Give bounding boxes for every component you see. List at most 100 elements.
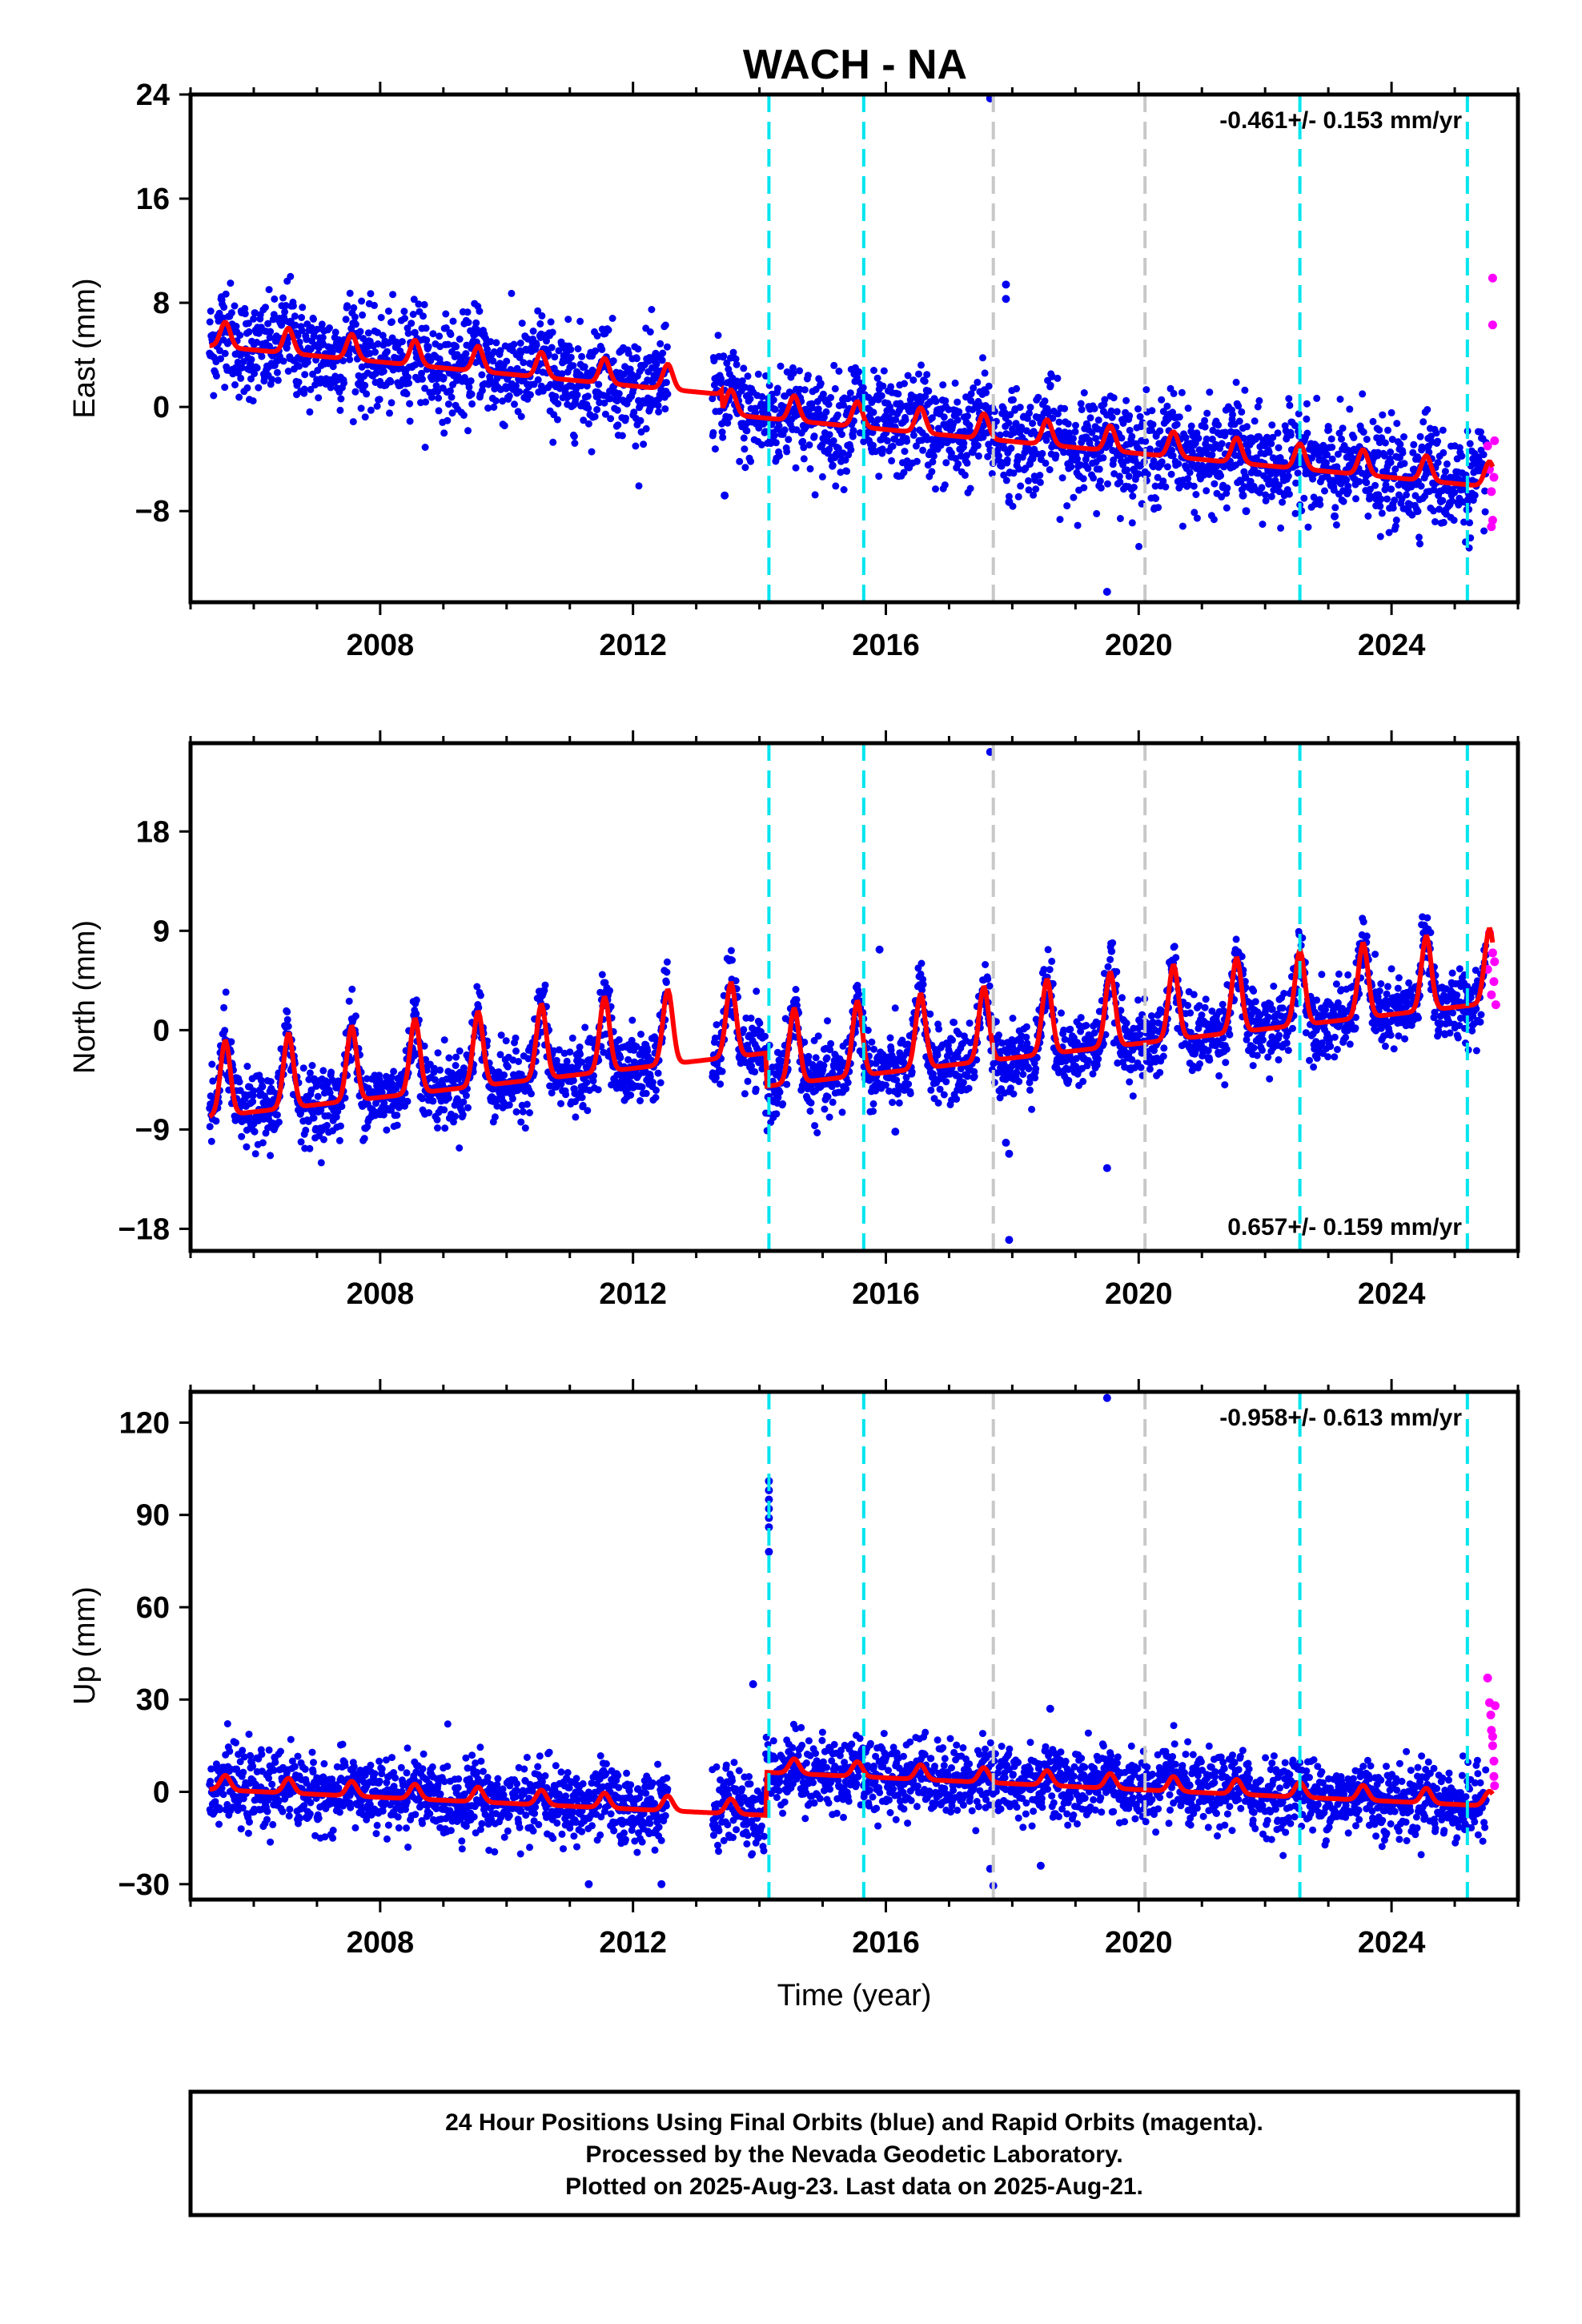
position-point [829,1098,837,1106]
position-point [883,436,891,444]
position-point [827,394,835,401]
position-point [732,355,740,363]
position-point [1387,408,1395,416]
position-point [456,1144,464,1152]
position-point [434,1049,442,1057]
position-point [1046,466,1054,473]
position-point [1409,448,1417,456]
position-point [1182,434,1190,442]
position-point [357,404,365,412]
position-point [1208,451,1216,459]
position-point [1026,409,1033,417]
position-point [855,368,862,376]
position-point [1274,429,1282,437]
position-point [592,347,600,355]
position-point [634,345,642,353]
position-point [661,405,669,413]
position-point [306,1144,314,1152]
position-point [1025,476,1032,485]
outlier-point [721,491,729,500]
position-point [954,416,962,424]
position-point [1267,440,1275,448]
position-point [1443,460,1451,468]
position-point [373,402,381,410]
position-point [1235,417,1243,425]
position-point [1134,470,1142,478]
position-point [744,372,752,380]
position-point [889,1099,897,1107]
position-point [813,1129,821,1136]
position-point [995,452,1002,460]
position-point [299,1064,307,1072]
position-point [221,349,229,357]
position-point [281,308,289,316]
position-point [412,996,420,1004]
position-point [1325,426,1333,434]
position-point [628,1016,636,1024]
position-point [489,357,497,365]
position-point [1123,456,1131,464]
position-point [1375,426,1383,434]
position-point [442,324,450,332]
position-point [710,357,718,364]
position-point [361,413,369,421]
position-point [245,328,253,336]
position-point [1010,1090,1018,1098]
position-point [343,302,351,310]
position-point [770,432,778,440]
position-point [831,384,839,392]
position-point [460,412,468,419]
position-point [574,345,582,352]
position-point [1036,478,1044,486]
position-point [222,290,230,298]
position-point [383,348,391,356]
position-point [740,434,748,442]
position-point [887,383,895,391]
position-point [267,1078,275,1086]
position-point [216,347,223,355]
position-point [878,445,886,453]
position-point [523,1100,531,1108]
position-point [1237,478,1245,486]
position-point [1154,504,1162,512]
position-point [729,956,736,964]
position-point [508,289,516,297]
position-point [832,482,840,490]
position-point [367,290,375,298]
position-point [1378,509,1386,517]
position-point [1267,470,1275,478]
position-point [1232,378,1240,386]
position-point [950,1019,958,1027]
position-point [913,457,921,465]
position-point [869,1100,877,1108]
position-point [379,1111,387,1119]
position-point [1080,389,1088,396]
outlier-point [1002,295,1010,304]
position-point [395,1080,403,1088]
position-point [941,481,949,489]
position-point [1321,487,1328,495]
position-point [1210,516,1218,524]
position-point [1013,1068,1021,1076]
position-point [842,1085,850,1093]
position-point [785,436,793,444]
position-point [616,1054,624,1062]
position-point [1327,435,1335,443]
position-point [227,309,235,317]
position-point [524,1055,532,1063]
position-point [1218,440,1226,448]
position-point [1480,451,1488,459]
position-point [429,330,437,338]
position-point [1291,421,1299,429]
position-point [487,338,495,346]
position-point [415,300,423,308]
position-point [241,310,249,318]
position-point [996,431,1004,439]
position-point [464,427,472,435]
position-point [1366,492,1374,500]
position-point [253,364,261,372]
position-point [1416,540,1423,548]
position-point [235,393,243,401]
position-point [1130,484,1138,491]
position-point [1439,497,1447,505]
